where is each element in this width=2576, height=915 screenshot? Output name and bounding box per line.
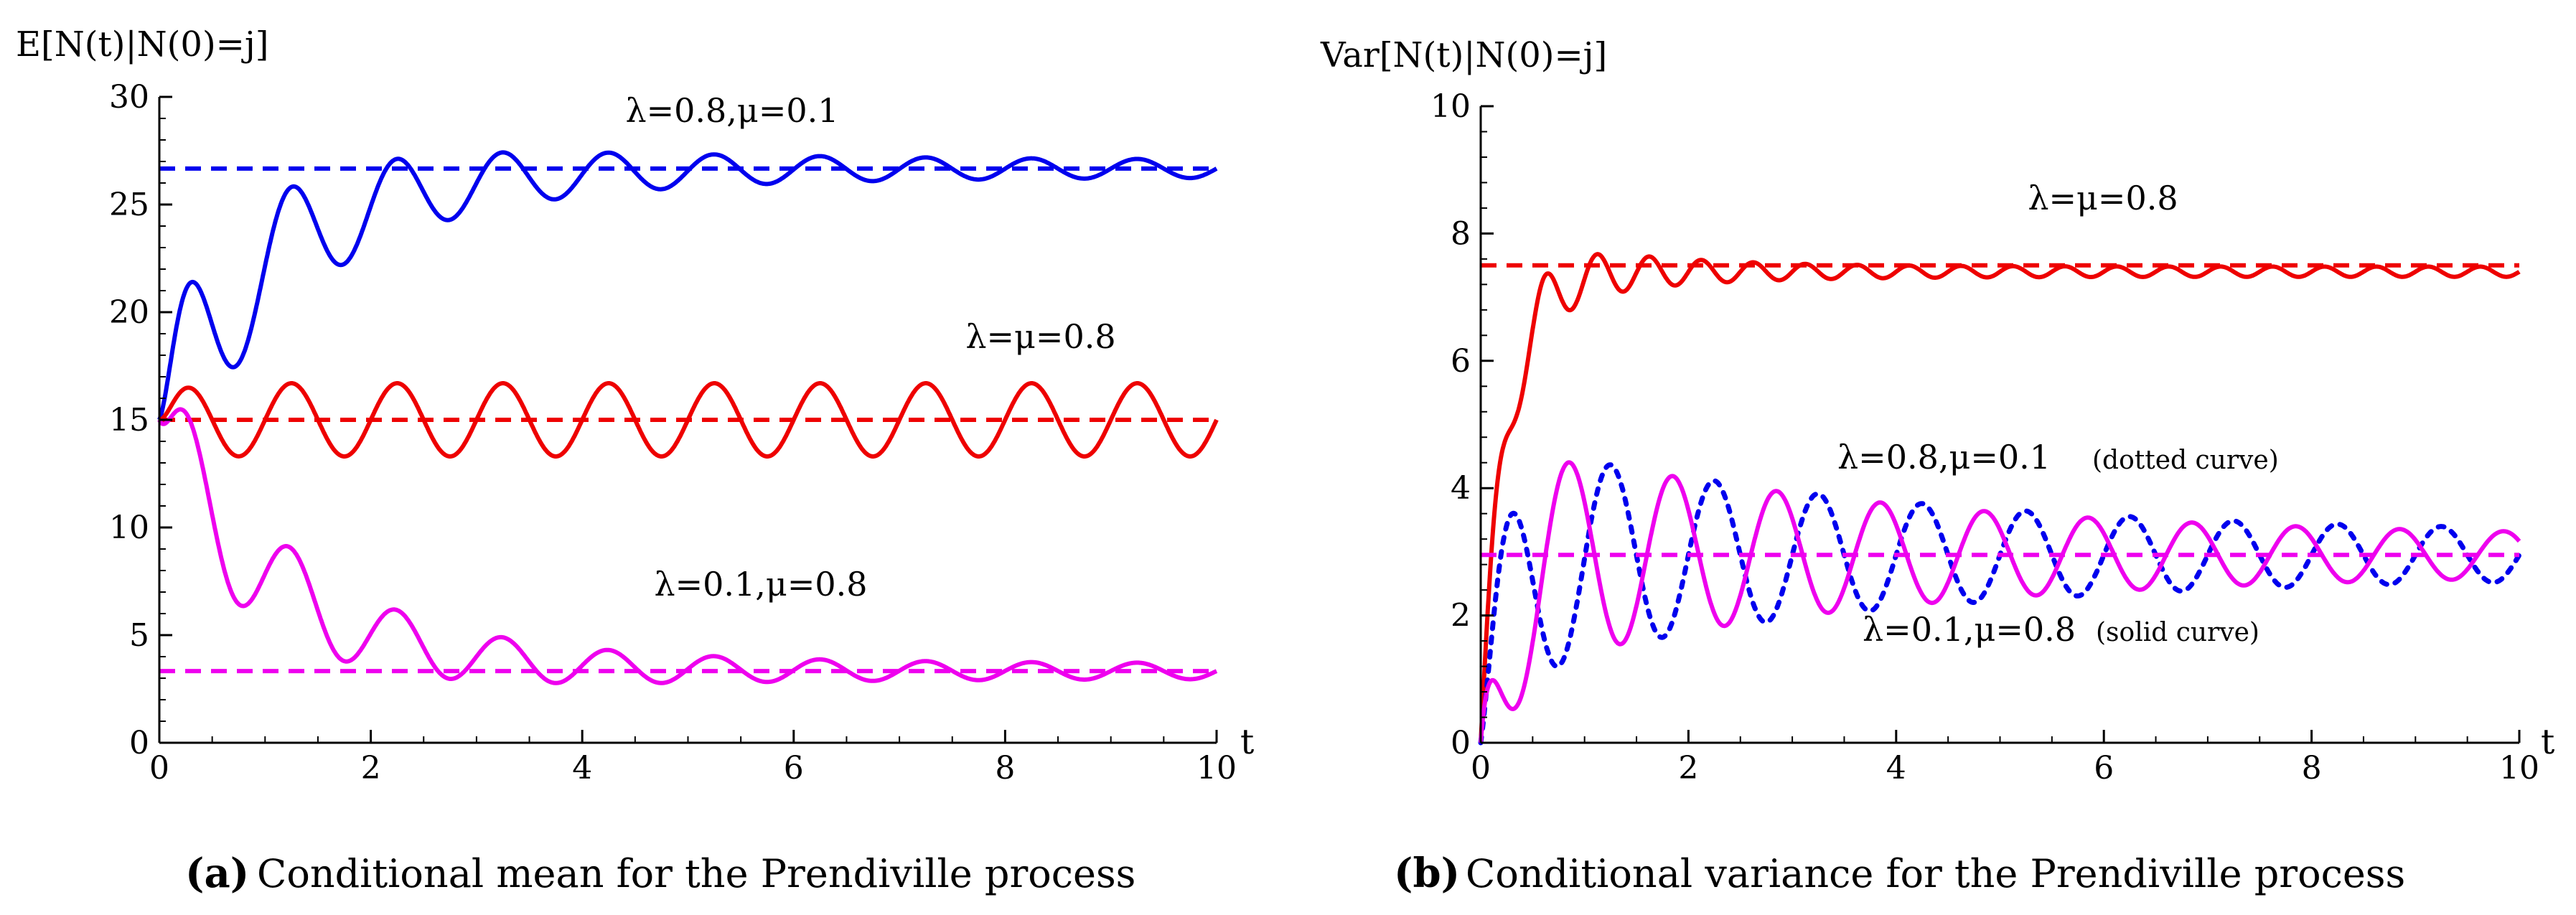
panel-b-annotation-blue-note: (dotted curve)	[2092, 446, 2279, 475]
panel-a-x-tick-label: 6	[784, 750, 804, 787]
panel-a-annotation-red: λ=μ=0.8	[965, 317, 1115, 356]
panel-a-y-tick-label: 10	[109, 510, 149, 546]
panel-b-x-tick-label: 2	[1678, 750, 1698, 787]
panel-b-annotation-blue: λ=0.8,μ=0.1 (dotted curve)	[1837, 438, 2279, 477]
panel-b-y-tick-label: 8	[1451, 215, 1471, 252]
panel-b: 0 2 4 6 8 10 0 2 4 6 8 10 Var[N(t)|N(0)=j] t λ=μ=0.…	[1320, 35, 2554, 897]
panel-a-ticks: 0 2 4 6 8 10 0 5 10 15 20 25 30	[109, 79, 1237, 787]
panel-b-caption-tag: (b)	[1394, 850, 1460, 897]
panel-a-annotation-blue: λ=0.8,μ=0.1	[625, 91, 838, 130]
panel-b-x-tick-label: 0	[1471, 750, 1491, 787]
panel-a-x-tick-label: 0	[149, 750, 169, 787]
panel-a-series	[157, 150, 1219, 685]
panel-a-caption: Conditional mean for the Prendiville pro…	[257, 851, 1135, 896]
panel-a-series-0-solid	[157, 150, 1219, 421]
panel-b-x-tick-label: 8	[2302, 750, 2322, 787]
panel-a-y-tick-label: 25	[109, 187, 149, 223]
panel-a-annotation-magenta: λ=0.1,μ=0.8	[654, 565, 867, 604]
panel-b-x-tick-label: 10	[2499, 750, 2539, 787]
panel-b-y-tick-label: 10	[1430, 88, 1471, 125]
panel-b-y-tick-label: 4	[1451, 470, 1471, 507]
panel-b-y-tick-label: 0	[1451, 725, 1471, 761]
panel-b-x-tick-label: 6	[2094, 750, 2114, 787]
panel-a-x-tick-label: 10	[1196, 750, 1237, 787]
panel-a-y-axis-label: E[N(t)|N(0)=j]	[16, 24, 269, 65]
panel-b-y-tick-label: 6	[1451, 343, 1471, 380]
panel-a-y-tick-label: 20	[109, 294, 149, 331]
panel-b-annotation-magenta-label: λ=0.1,μ=0.8	[1863, 610, 2076, 649]
panel-b-series	[1478, 252, 2522, 746]
panel-b-annotation-red: λ=μ=0.8	[2028, 179, 2178, 217]
panel-b-y-tick-label: 2	[1451, 598, 1471, 634]
panel-b-x-tick-label: 4	[1886, 750, 1906, 787]
panel-b-series-3-solid	[1479, 460, 2521, 743]
panel-a-y-tick-label: 5	[129, 617, 149, 654]
panel-a-series-4-solid	[157, 407, 1219, 685]
panel-a-caption-tag: (a)	[185, 850, 249, 897]
panel-a-x-tick-label: 4	[572, 750, 592, 787]
panel-a-x-axis-label: t	[1240, 722, 1254, 762]
panel-b-series-0-solid	[1479, 252, 2521, 743]
panel-a-x-tick-label: 8	[995, 750, 1015, 787]
panel-b-x-axis-label: t	[2541, 722, 2554, 762]
panel-b-annotation-magenta-note: (solid curve)	[2096, 618, 2259, 647]
panel-a-y-tick-label: 15	[109, 402, 149, 438]
panel-a: 0 2 4 6 8 10 0 5 10 15 20 25 30 E[N(t)|N(0)=j] t λ=0…	[16, 24, 1254, 897]
panel-a-x-tick-label: 2	[361, 750, 381, 787]
panel-a-y-tick-label: 0	[129, 725, 149, 761]
panel-b-ticks: 0 2 4 6 8 10 0 2 4 6 8 10	[1430, 88, 2539, 787]
panel-b-caption: Conditional variance for the Prendiville…	[1466, 851, 2405, 896]
panel-b-y-axis-label: Var[N(t)|N(0)=j]	[1320, 35, 1607, 75]
panel-a-y-tick-label: 30	[109, 79, 149, 116]
panel-b-annotation-magenta: λ=0.1,μ=0.8 (solid curve)	[1863, 610, 2259, 649]
panel-b-annotation-blue-label: λ=0.8,μ=0.1	[1837, 438, 2051, 477]
